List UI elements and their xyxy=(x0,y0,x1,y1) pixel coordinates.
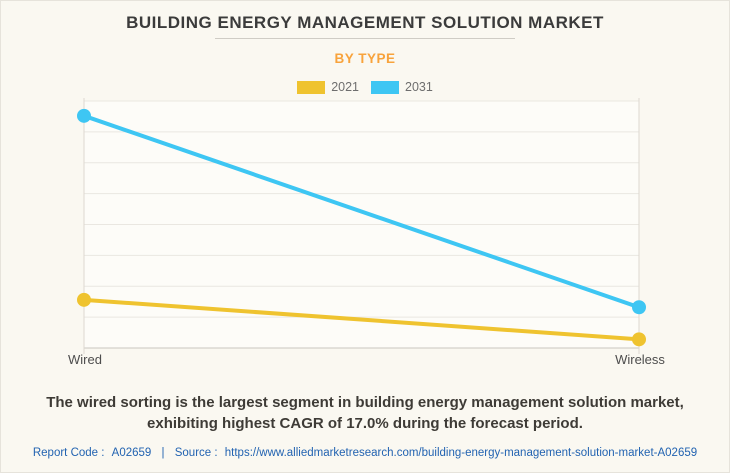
legend-item-2031[interactable]: 2031 xyxy=(371,80,433,94)
footnote-line-2: exhibiting highest CAGR of 17.0% during … xyxy=(147,415,583,432)
legend-item-2021[interactable]: 2021 xyxy=(297,80,359,94)
series-2021-point-wired[interactable] xyxy=(77,292,91,307)
chart-footnote: The wired sorting is the largest segment… xyxy=(1,392,729,434)
chart-legend: 2021 2031 xyxy=(1,80,729,94)
series-2031-line xyxy=(82,113,641,310)
x-axis-label-wireless: Wireless xyxy=(615,352,665,367)
series-2021-line xyxy=(82,297,641,342)
page-title: BUILDING ENERGY MANAGEMENT SOLUTION MARK… xyxy=(126,13,604,32)
series-2031-point-wireless[interactable] xyxy=(632,300,646,315)
footnote-line-1: The wired sorting is the largest segment… xyxy=(46,394,684,411)
series-2031-point-wired[interactable] xyxy=(77,108,91,123)
legend-label-2031: 2031 xyxy=(405,80,433,94)
title-divider xyxy=(215,38,515,39)
legend-label-2021: 2021 xyxy=(331,80,359,94)
legend-swatch-2021 xyxy=(297,80,326,94)
footer-source-line: Report Code : A02659 | Source : https://… xyxy=(1,447,729,459)
series-2021-point-wireless[interactable] xyxy=(632,332,646,347)
source-url-link[interactable]: https://www.alliedmarketresearch.com/bui… xyxy=(224,447,698,459)
report-code-label: Report Code : xyxy=(32,447,105,459)
source-label: Source : xyxy=(174,447,218,459)
footer-separator: | xyxy=(161,447,165,459)
x-axis-label-wired: Wired xyxy=(68,352,102,367)
chart-subtitle: BY TYPE xyxy=(334,51,396,66)
report-code-link[interactable]: A02659 xyxy=(111,447,152,459)
legend-swatch-2031 xyxy=(371,80,399,94)
